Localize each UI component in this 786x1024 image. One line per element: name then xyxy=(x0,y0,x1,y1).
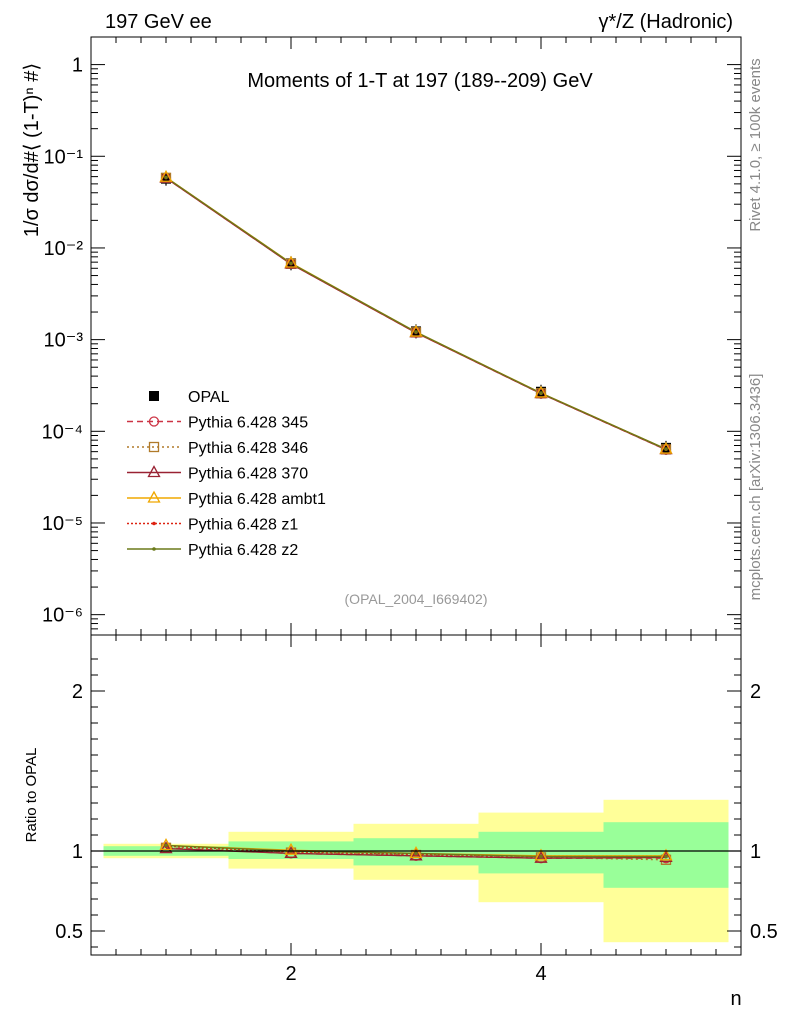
ratio-panel: 0.5 0.5 1 1 2 2 2 4 Ratio to OPAL n xyxy=(23,634,778,1010)
ratio-series-marker xyxy=(659,850,673,863)
legend-marker xyxy=(152,547,156,551)
series-marker xyxy=(534,385,548,398)
ratio-y-tick-label: 0.5 xyxy=(55,921,83,943)
ratio-series-marker xyxy=(414,851,418,856)
ratio-series-marker xyxy=(409,846,423,859)
ratio-series-marker xyxy=(534,848,548,861)
series-line xyxy=(165,177,667,451)
series-marker xyxy=(164,175,168,180)
ratio-series-marker xyxy=(539,854,543,859)
header-left: 197 GeV ee xyxy=(105,11,212,33)
series-line xyxy=(165,176,667,450)
legend-label: Pythia 6.428 346 xyxy=(188,440,308,457)
ratio-ylabel: Ratio to OPAL xyxy=(23,748,40,843)
ratio-y-tick-label: 1 xyxy=(72,841,83,863)
y-tick-label: 10⁻⁶ xyxy=(42,605,83,627)
rivet-label: Rivet 4.1.0, ≥ 100k events xyxy=(747,58,764,231)
x-tick-label: 4 xyxy=(535,963,546,985)
x-axis-label: n xyxy=(730,988,741,1010)
mcplots-label: mcplots.cern.ch [arXiv:1306.3436] xyxy=(747,374,764,601)
legend-marker xyxy=(148,416,160,427)
series-marker xyxy=(289,261,293,266)
legend-marker xyxy=(147,465,161,478)
ratio-series-marker xyxy=(534,850,548,863)
legend-label: Pythia 6.428 z1 xyxy=(188,517,298,534)
main-ylabel: 1/σ dσ/d#⟨ (1-T)ⁿ #⟩ xyxy=(21,63,43,237)
y-tick-label: 10⁻⁵ xyxy=(42,513,83,535)
ratio-series-marker xyxy=(159,838,173,851)
series-line xyxy=(165,177,667,451)
legend-marker xyxy=(152,521,156,526)
legend-label: Pythia 6.428 370 xyxy=(188,466,308,483)
series-marker xyxy=(539,391,543,395)
ratio-series-marker xyxy=(409,848,423,861)
legend-marker xyxy=(149,391,159,401)
ratio-y-tick-label-right: 2 xyxy=(750,681,761,703)
series-line xyxy=(165,176,667,450)
ratio-series-marker xyxy=(164,843,168,848)
y-tick-label: 10⁻¹ xyxy=(44,146,84,168)
legend-marker xyxy=(148,441,160,453)
y-tick-label: 1 xyxy=(72,55,83,77)
legend-marker xyxy=(147,490,161,503)
series-marker xyxy=(409,324,423,337)
series-line xyxy=(165,177,667,450)
main-panel: 10⁻⁶ 10⁻⁵ 10⁻⁴ 10⁻³ 10⁻² 10⁻¹ 1 Moments of 1-T… xyxy=(21,36,742,636)
legend-label: Pythia 6.428 345 xyxy=(188,415,308,432)
ratio-series-marker xyxy=(284,842,298,855)
x-tick-label: 2 xyxy=(285,963,296,985)
series-marker xyxy=(284,255,298,268)
ratio-y-tick-label-right: 1 xyxy=(750,841,761,863)
ratio-y-tick-label: 2 xyxy=(72,681,83,703)
series-marker xyxy=(414,330,418,334)
ratio-frame xyxy=(90,634,742,956)
main-title: Moments of 1-T at 197 (189--209) GeV xyxy=(247,70,593,92)
y-tick-label: 10⁻⁴ xyxy=(42,421,83,443)
ratio-series-marker xyxy=(664,854,668,859)
main-annotation: (OPAL_2004_I669402) xyxy=(345,591,488,607)
y-tick-label: 10⁻³ xyxy=(44,330,84,352)
legend-label: Pythia 6.428 ambt1 xyxy=(188,491,326,508)
legend: OPAL Pythia 6.428 345 Pythia 6.428 346 Pyth… xyxy=(127,389,326,559)
series-marker xyxy=(664,447,668,451)
ratio-series-marker xyxy=(159,841,173,854)
ratio-series-marker xyxy=(659,848,673,861)
ratio-series-marker xyxy=(284,846,298,859)
series-marker xyxy=(159,169,173,182)
ratio-y-tick-label-right: 0.5 xyxy=(750,921,778,943)
legend-label: OPAL xyxy=(188,389,230,406)
series-line xyxy=(165,177,667,451)
series-marker xyxy=(659,441,673,454)
legend-label: Pythia 6.428 z2 xyxy=(188,542,298,559)
header-right: γ*/Z (Hadronic) xyxy=(599,11,733,33)
y-tick-label: 10⁻² xyxy=(44,238,84,260)
